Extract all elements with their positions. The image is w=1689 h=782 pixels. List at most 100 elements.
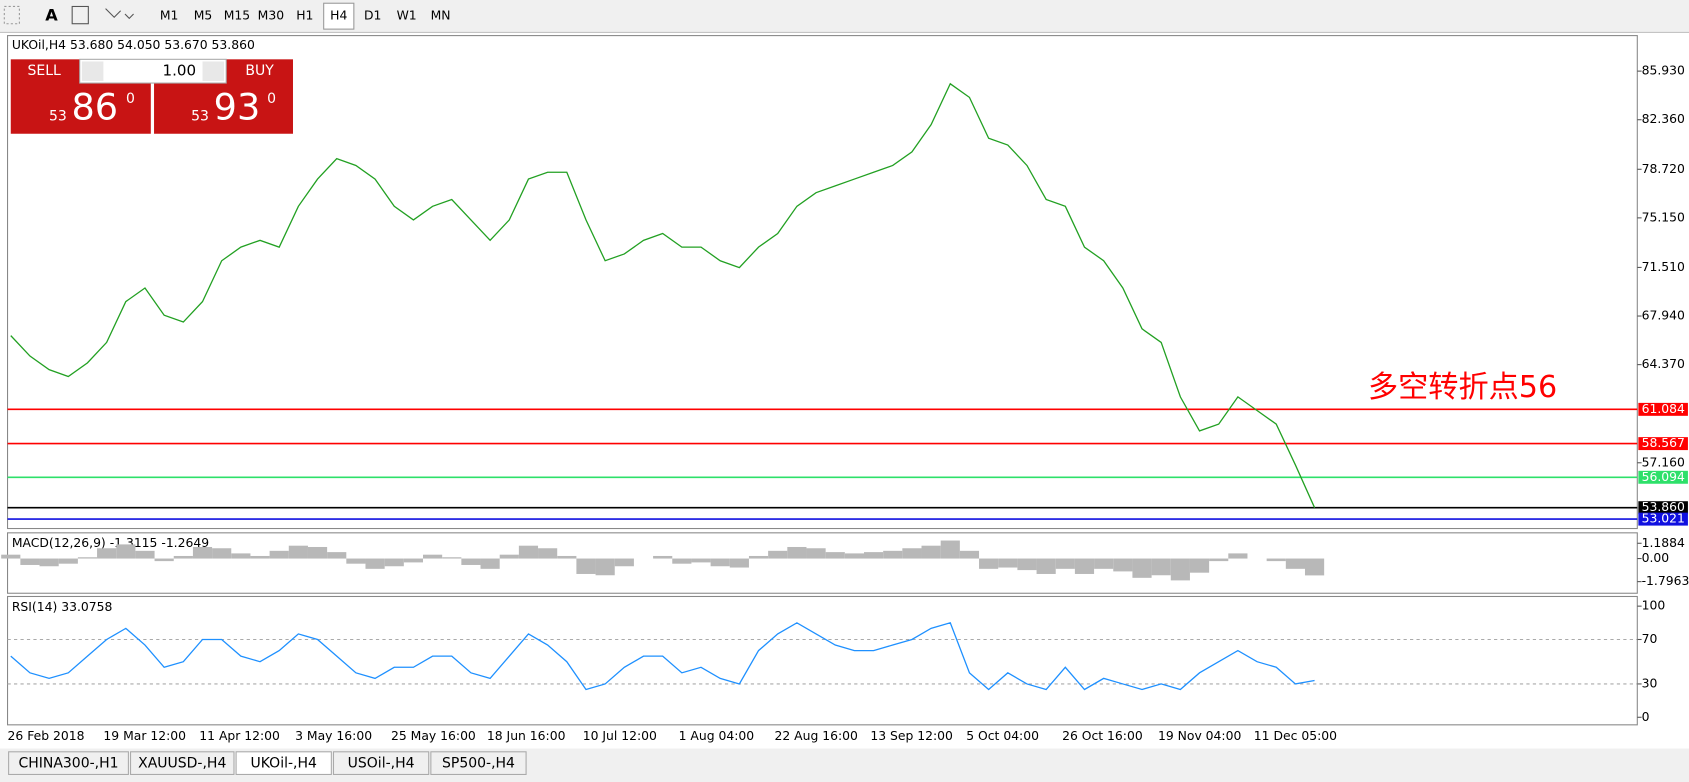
macd-bar	[672, 558, 692, 564]
y-tick-label: 30	[1642, 675, 1658, 690]
macd-bar	[327, 552, 347, 559]
macd-bar	[1055, 558, 1075, 569]
macd-panel	[7, 532, 1638, 594]
macd-bar	[863, 552, 884, 559]
macd-bar	[748, 555, 769, 559]
bid-small: 0	[126, 91, 135, 107]
macd-bar	[1170, 558, 1190, 581]
macd-bar	[116, 544, 136, 559]
tab[interactable]	[332, 751, 430, 775]
y-tick-label: 67.940	[1642, 308, 1685, 323]
macd-bar	[998, 558, 1018, 568]
macd-bar	[346, 558, 366, 564]
macd-bar	[710, 558, 730, 567]
text-tool-icon[interactable]: A	[45, 6, 58, 25]
macd-bar	[825, 552, 845, 559]
tab-label[interactable]: UKOil-,H4	[251, 756, 317, 772]
macd-bar	[1304, 558, 1325, 576]
tab-label[interactable]: CHINA300-,H1	[18, 756, 118, 772]
price-line	[10, 82, 1316, 508]
macd-bar	[192, 546, 213, 559]
macd-bar	[1017, 558, 1037, 571]
macd-bar	[883, 550, 903, 559]
macd-bar	[442, 557, 462, 559]
y-tick-label: 0	[1642, 709, 1650, 724]
timeframe-button[interactable]: M30	[258, 8, 285, 23]
timeframe-button[interactable]: D1	[364, 8, 381, 23]
macd-bar	[1266, 558, 1286, 562]
x-tick-label: 10 Jul 12:00	[583, 728, 657, 743]
macd-bar	[595, 558, 615, 576]
macd-bar	[20, 558, 40, 565]
price-level-tag	[1638, 470, 1688, 484]
lots-down[interactable]	[81, 61, 104, 81]
tab[interactable]	[235, 751, 332, 775]
y-tick-label: 85.930	[1642, 63, 1685, 78]
tab[interactable]	[430, 751, 527, 775]
y-tick-label: 82.360	[1642, 111, 1685, 126]
macd-bar	[250, 555, 270, 559]
macd-bar	[557, 555, 577, 559]
tab-label[interactable]: XAUUSD-,H4	[138, 756, 226, 772]
rsi-label: RSI(14) 33.0758	[12, 599, 113, 614]
macd-bar	[365, 558, 385, 569]
timeframe-button[interactable]: W1	[397, 8, 417, 23]
macd-bar	[307, 546, 328, 559]
y-tick-label: 57.160	[1642, 454, 1685, 469]
shapes-tool-icon[interactable]	[105, 8, 134, 20]
lots-value[interactable]: 1.00	[162, 62, 196, 80]
lots-box[interactable]	[79, 58, 227, 84]
macd-bar	[921, 545, 941, 559]
timeframe-button[interactable]: M15	[224, 8, 250, 23]
timeframe-button[interactable]: H1	[296, 8, 313, 23]
ask-small: 0	[267, 91, 276, 107]
price-level-tag	[1638, 501, 1688, 515]
x-tick-label: 19 Nov 04:00	[1158, 728, 1241, 743]
macd-bar	[653, 555, 673, 559]
chart-header: UKOil,H4 53.680 54.050 53.670 53.860	[12, 37, 255, 52]
tab[interactable]	[8, 751, 129, 775]
x-tick-label: 22 Aug 16:00	[774, 728, 858, 743]
macd-bar	[231, 553, 251, 559]
price-level-label: 58.567	[1642, 435, 1685, 450]
cursor-tool-icon[interactable]	[3, 5, 20, 25]
tab-label[interactable]: USOil-,H4	[348, 756, 415, 772]
macd-bar	[902, 548, 922, 559]
macd-bar	[135, 550, 155, 559]
timeframe-button[interactable]: M5	[194, 8, 213, 23]
timeframe-button[interactable]: M1	[160, 8, 179, 23]
lots-up[interactable]	[202, 61, 225, 81]
ask-main: 93	[214, 85, 261, 128]
y-tick-label: 64.370	[1642, 356, 1685, 371]
x-tick-label: 3 May 16:00	[295, 728, 372, 743]
tab-label[interactable]: SP500-,H4	[442, 756, 515, 772]
timeframe-button[interactable]: MN	[431, 8, 451, 23]
macd-bar	[1209, 558, 1229, 562]
macd-bar	[768, 550, 788, 559]
y-tick-label: -1.7963	[1642, 573, 1689, 588]
macd-bar	[39, 558, 59, 567]
macd-bar	[269, 550, 289, 559]
macd-bar	[1189, 558, 1210, 573]
macd-bar	[518, 545, 539, 559]
tab[interactable]	[130, 751, 235, 775]
sell-button[interactable]: SELL	[28, 63, 62, 79]
timeframe-button[interactable]: H4	[330, 8, 347, 23]
y-tick-label: 100	[1642, 598, 1666, 613]
price-level-label: 56.094	[1642, 469, 1685, 484]
price-level-tag	[1638, 512, 1688, 526]
label-tool-icon[interactable]	[71, 5, 89, 25]
macd-bar	[423, 554, 443, 559]
y-tick-label: 1.1884	[1642, 535, 1685, 550]
active-timeframe	[323, 2, 355, 30]
macd-bar	[77, 557, 98, 559]
rsi-line	[10, 622, 1315, 691]
buy-button[interactable]: BUY	[245, 63, 274, 79]
macd-bar	[844, 553, 864, 559]
macd-bar	[1113, 558, 1133, 572]
macd-bar	[1, 554, 21, 559]
y-tick-label: 71.510	[1642, 259, 1685, 274]
macd-bar	[154, 558, 174, 562]
x-tick-label: 26 Feb 2018	[8, 728, 85, 743]
